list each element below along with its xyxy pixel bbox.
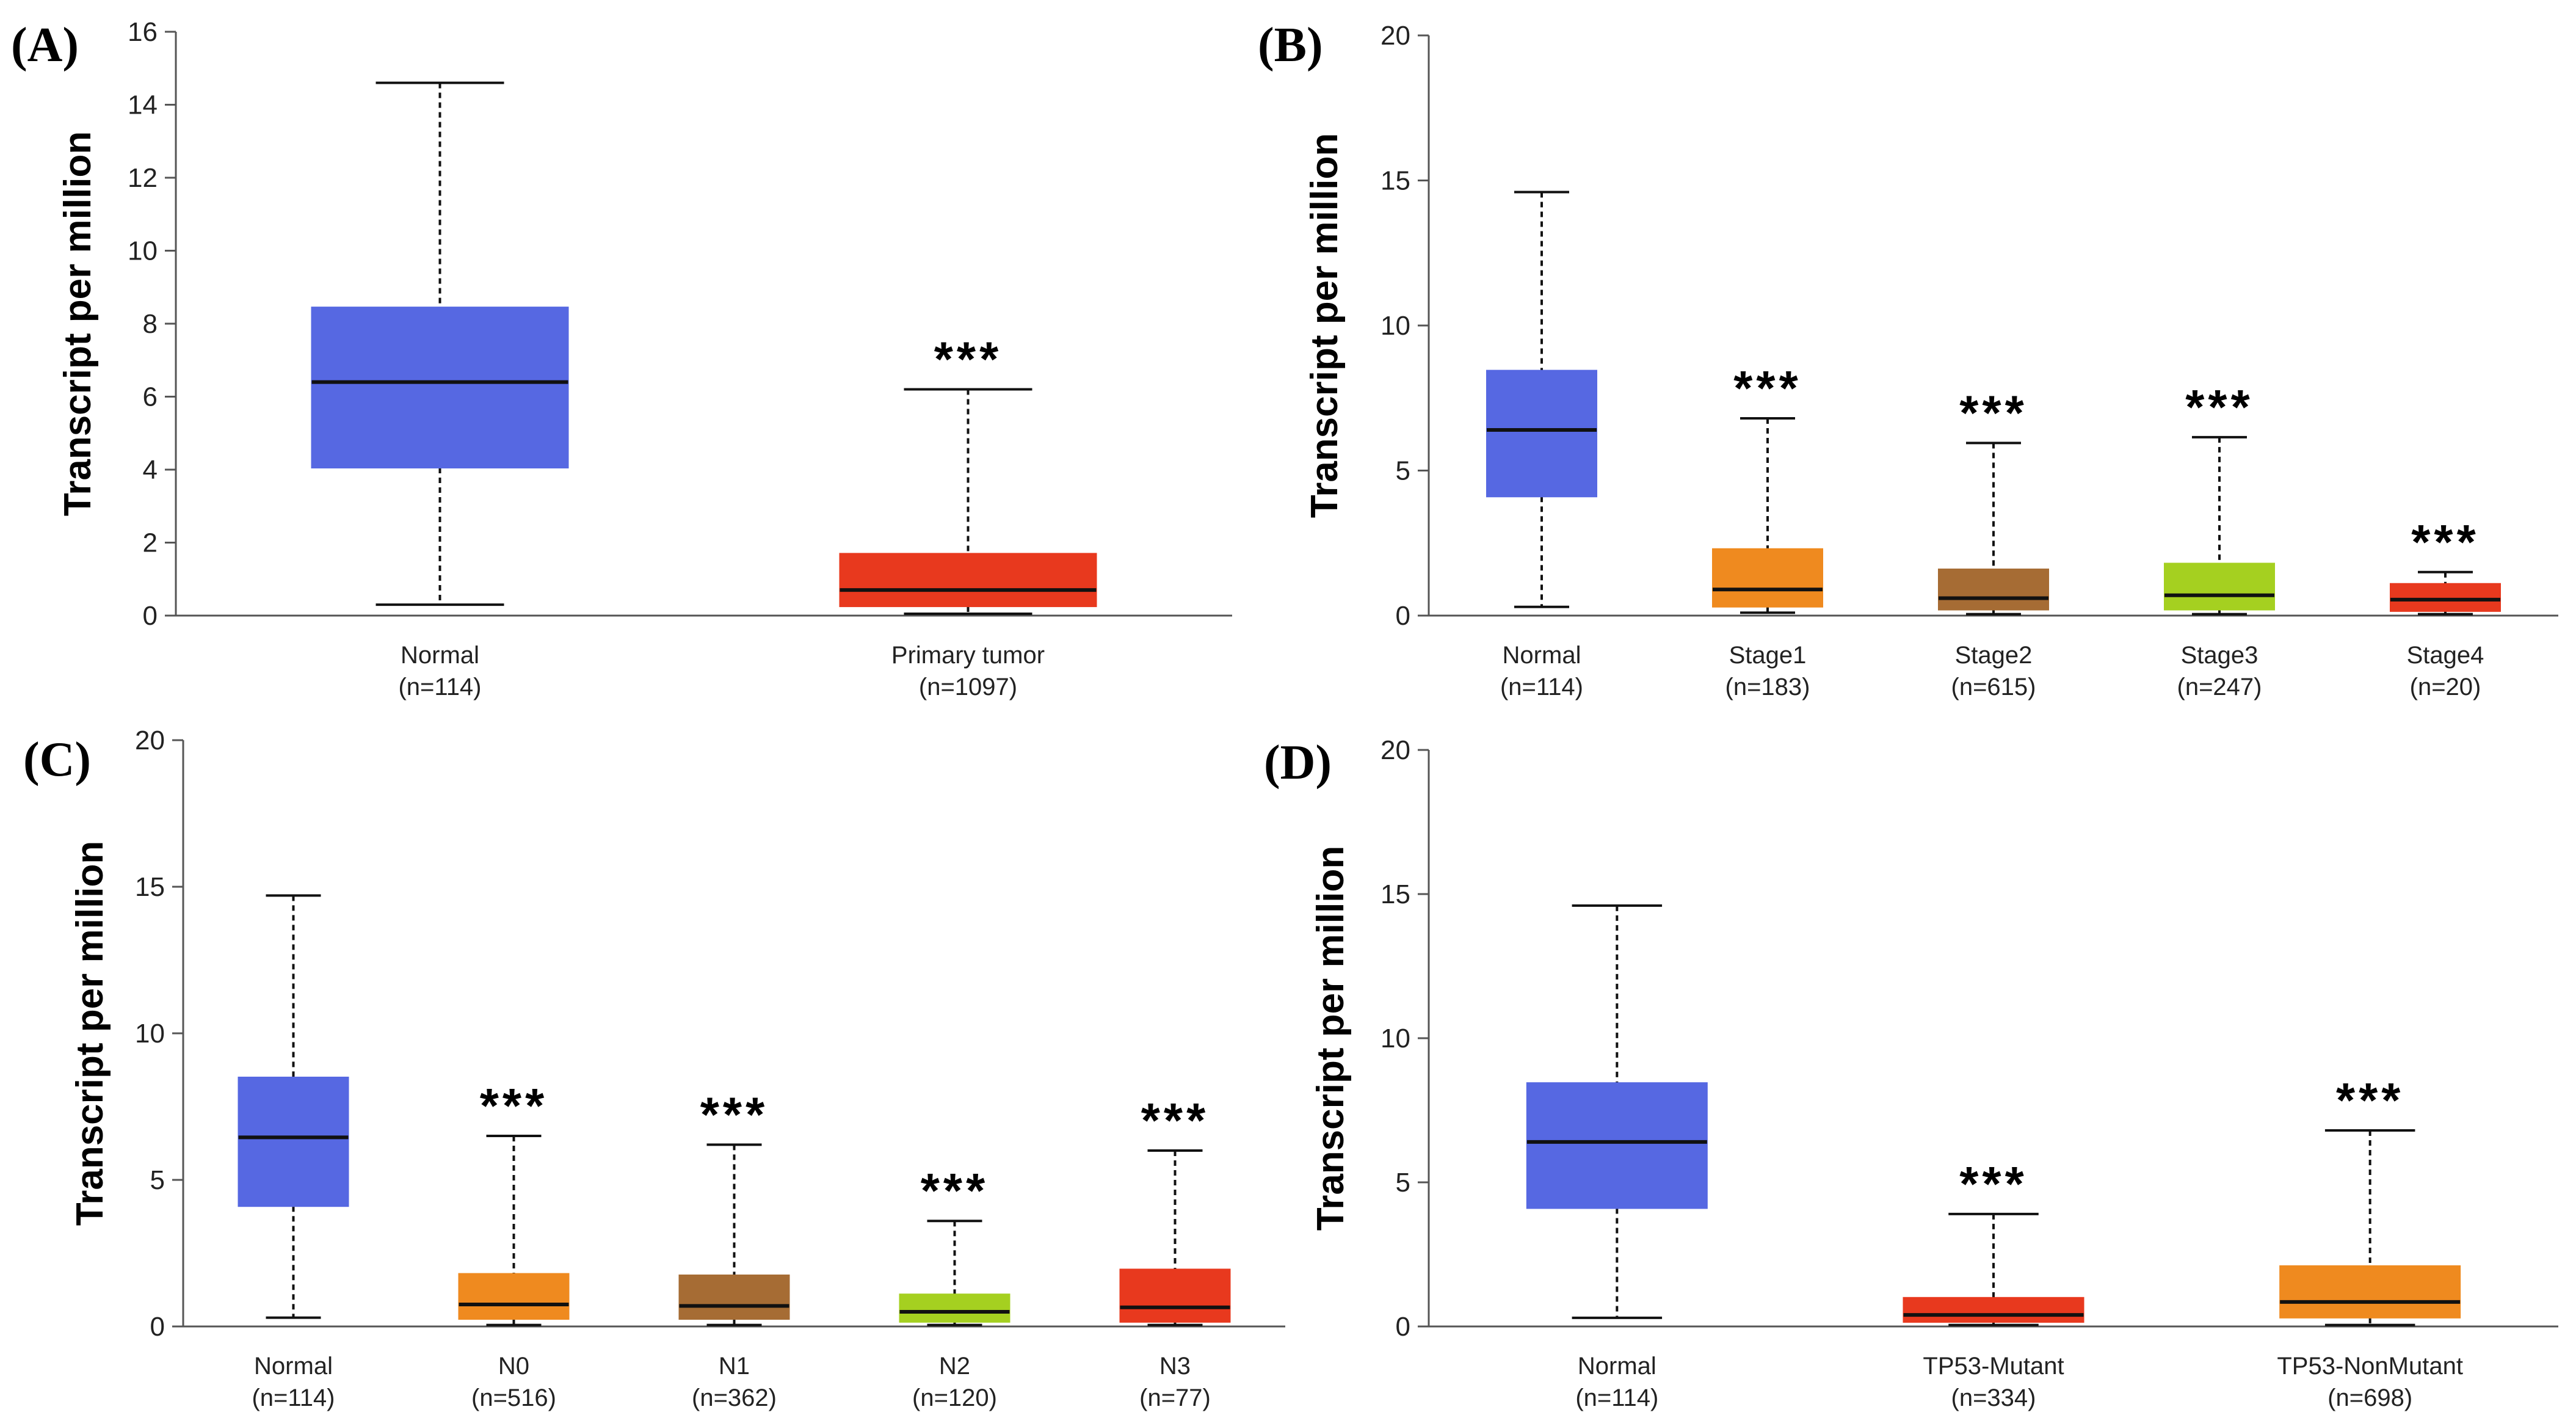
x-category-label: Normal bbox=[1578, 1353, 1656, 1380]
y-axis-title: Transcript per million bbox=[1304, 133, 1346, 518]
y-tick-label: 10 bbox=[1381, 1024, 1410, 1053]
y-tick-label: 0 bbox=[1396, 1312, 1410, 1342]
x-category-count: (n=1097) bbox=[919, 674, 1017, 700]
x-category-label: N0 bbox=[498, 1353, 529, 1380]
significance-label: *** bbox=[2185, 380, 2253, 434]
box-stage1 bbox=[1712, 548, 1823, 608]
box-stage2 bbox=[1938, 569, 2049, 611]
box-n2 bbox=[899, 1293, 1010, 1323]
y-tick-label: 8 bbox=[143, 309, 158, 339]
box-n0 bbox=[458, 1273, 570, 1320]
panel-b: (B) Transcript per million 0 5 10 15 20 Normal (… bbox=[1258, 18, 2558, 700]
panel-label: (C) bbox=[23, 733, 91, 787]
panel-c: (C) Transcript per million 0 5 10 15 20 Normal (… bbox=[23, 726, 1285, 1411]
x-category-label: Primary tumor bbox=[891, 642, 1045, 669]
significance-label: *** bbox=[1141, 1093, 1209, 1148]
y-tick-label: 12 bbox=[128, 163, 158, 193]
x-category-label: Stage3 bbox=[2181, 642, 2259, 669]
x-category-label: TP53-Mutant bbox=[1923, 1353, 2064, 1380]
y-tick-label: 10 bbox=[1381, 311, 1410, 341]
x-category-count: (n=114) bbox=[252, 1384, 335, 1411]
box-normal bbox=[238, 1077, 349, 1207]
x-category-label: Normal bbox=[254, 1353, 333, 1380]
x-category-label: Stage4 bbox=[2407, 642, 2484, 669]
panel-label: (B) bbox=[1258, 18, 1323, 72]
y-tick-label: 20 bbox=[135, 726, 165, 755]
x-category-label: N3 bbox=[1159, 1353, 1191, 1380]
significance-label: *** bbox=[1959, 1157, 2027, 1211]
x-category-count: (n=334) bbox=[1951, 1384, 2036, 1411]
x-category-label: Normal bbox=[401, 642, 479, 669]
significance-label: *** bbox=[1959, 385, 2027, 440]
panel-label: (A) bbox=[11, 18, 79, 72]
y-tick-label: 14 bbox=[128, 90, 158, 120]
x-category-label: Normal bbox=[1503, 642, 1581, 669]
significance-label: *** bbox=[700, 1087, 768, 1141]
significance-label: *** bbox=[2411, 515, 2479, 569]
y-axis-title: Transcript per million bbox=[1310, 846, 1352, 1231]
box-tp53-mutant bbox=[1903, 1297, 2084, 1323]
y-tick-label: 15 bbox=[1381, 879, 1410, 909]
x-category-label: TP53-NonMutant bbox=[2277, 1353, 2463, 1380]
y-axis-title: Transcript per million bbox=[69, 841, 111, 1226]
box-stage4 bbox=[2390, 583, 2501, 612]
y-tick-label: 5 bbox=[1396, 1168, 1410, 1198]
significance-label: *** bbox=[921, 1163, 989, 1218]
y-tick-label: 20 bbox=[1381, 735, 1410, 765]
box-normal bbox=[311, 307, 569, 469]
panel-d: (D) Transcript per million 0 5 10 15 20 Normal (… bbox=[1264, 735, 2558, 1411]
x-category-count: (n=114) bbox=[398, 674, 481, 700]
y-tick-label: 0 bbox=[1396, 601, 1410, 631]
y-tick-label: 10 bbox=[128, 236, 158, 266]
y-tick-label: 20 bbox=[1381, 21, 1410, 51]
significance-label: *** bbox=[934, 332, 1002, 387]
significance-label: *** bbox=[2336, 1073, 2404, 1127]
x-category-count: (n=698) bbox=[2327, 1384, 2412, 1411]
x-category-count: (n=615) bbox=[1951, 674, 2036, 700]
y-tick-label: 4 bbox=[143, 455, 158, 485]
y-tick-label: 0 bbox=[143, 601, 158, 631]
box-stage3 bbox=[2164, 562, 2275, 611]
x-category-count: (n=20) bbox=[2410, 674, 2481, 700]
y-axis-title: Transcript per million bbox=[57, 131, 99, 516]
box-n3 bbox=[1119, 1268, 1231, 1323]
y-tick-label: 5 bbox=[1396, 456, 1410, 486]
significance-label: *** bbox=[1733, 361, 1801, 415]
y-tick-label: 15 bbox=[135, 872, 165, 902]
box-normal bbox=[1526, 1082, 1708, 1209]
box-n1 bbox=[678, 1275, 790, 1320]
y-tick-label: 10 bbox=[135, 1019, 165, 1049]
x-category-count: (n=114) bbox=[1500, 674, 1583, 700]
x-category-label: Stage2 bbox=[1955, 642, 2033, 669]
x-category-count: (n=120) bbox=[912, 1384, 997, 1411]
x-category-count: (n=77) bbox=[1139, 1384, 1211, 1411]
y-tick-label: 16 bbox=[128, 17, 158, 47]
x-category-count: (n=183) bbox=[1725, 674, 1810, 700]
significance-label: *** bbox=[480, 1079, 548, 1133]
y-tick-label: 2 bbox=[143, 528, 158, 558]
y-tick-label: 6 bbox=[143, 382, 158, 412]
x-category-count: (n=362) bbox=[692, 1384, 777, 1411]
x-category-label: N1 bbox=[719, 1353, 750, 1380]
y-tick-label: 0 bbox=[150, 1312, 165, 1342]
y-tick-label: 15 bbox=[1381, 166, 1410, 196]
x-category-count: (n=516) bbox=[471, 1384, 556, 1411]
panel-a: (A) Transcript per million 0 2 4 6 8 10 12 14 16 No… bbox=[11, 17, 1232, 700]
x-category-label: Stage1 bbox=[1729, 642, 1807, 669]
x-category-count: (n=114) bbox=[1575, 1384, 1658, 1411]
box-primary-tumor bbox=[839, 553, 1097, 608]
box-normal bbox=[1486, 369, 1597, 498]
panel-label: (D) bbox=[1264, 736, 1332, 790]
x-category-label: N2 bbox=[939, 1353, 970, 1380]
box-tp53-nonmutant bbox=[2279, 1265, 2461, 1319]
y-tick-label: 5 bbox=[150, 1165, 165, 1195]
x-category-count: (n=247) bbox=[2177, 674, 2262, 700]
